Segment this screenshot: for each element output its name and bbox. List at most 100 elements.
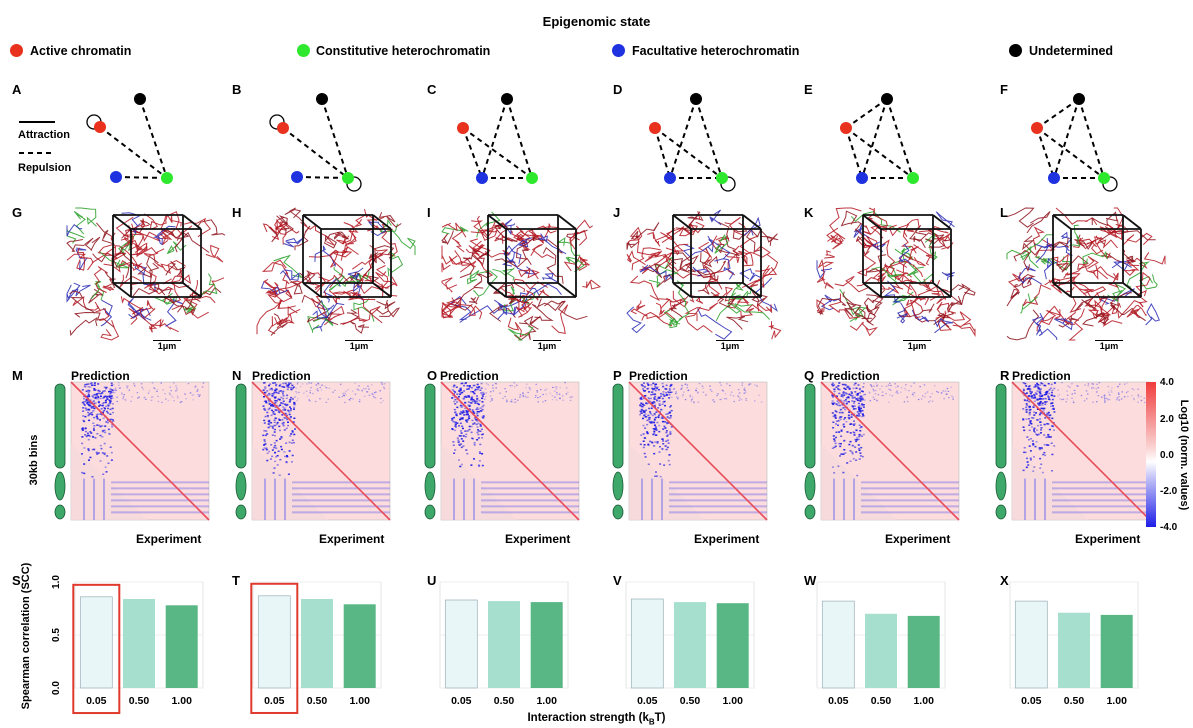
x-tick-label: 0.05 xyxy=(828,695,849,707)
heatmap-r-experiment-label: Experiment xyxy=(1075,532,1141,546)
network-key-lines xyxy=(19,121,55,154)
panel-letter-e: E xyxy=(804,82,813,97)
structure-panel-j xyxy=(626,209,782,340)
bar-x-axis-label: Interaction strength (kBT) xyxy=(0,712,1193,726)
network-f xyxy=(1031,93,1118,192)
panel-letter-q: Q xyxy=(804,368,815,383)
structure-panel-k xyxy=(816,207,976,338)
contact-maps xyxy=(54,381,1151,521)
heatmap-p xyxy=(612,381,768,521)
panel-letter-g: G xyxy=(12,205,23,220)
legend-undetermined: Undetermined xyxy=(1029,44,1114,58)
colorbar xyxy=(1146,382,1156,527)
panel-letter-s: S xyxy=(12,573,21,588)
bar xyxy=(343,604,376,688)
attraction-label: Attraction xyxy=(18,129,70,141)
bar xyxy=(488,601,520,688)
bar xyxy=(907,615,940,688)
x-tick-label: 1.00 xyxy=(1106,695,1127,707)
panel-letter-u: U xyxy=(427,573,437,588)
network-e xyxy=(840,93,919,184)
bar-chart-x: 0.05 0.50 1.00 xyxy=(1009,581,1139,707)
heatmap-n-experiment-label: Experiment xyxy=(319,532,385,546)
network-c xyxy=(457,93,538,184)
x-tick-label: 0.50 xyxy=(494,695,515,707)
bar xyxy=(821,600,855,689)
network-a xyxy=(86,93,173,184)
structure-panel-h xyxy=(256,207,416,336)
x-tick-label: 1.00 xyxy=(349,695,370,707)
x-tick-label: 0.50 xyxy=(1064,695,1085,707)
bar-x-axis-label-text: Interaction strength (k xyxy=(527,712,649,724)
x-tick-label: 1.00 xyxy=(722,695,743,707)
heatmap-o xyxy=(424,381,580,521)
panel-letter-x: X xyxy=(1000,573,1009,588)
heatmap-r xyxy=(995,381,1151,521)
bar xyxy=(1100,614,1133,688)
chromatin-structures xyxy=(66,207,1166,341)
constitutive-heterochromatin-legend-dot xyxy=(297,44,310,57)
colorbar-tick-0: 0.0 xyxy=(1160,450,1174,461)
heatmap-q-experiment-label: Experiment xyxy=(885,532,951,546)
x-tick-label: 1.00 xyxy=(171,695,192,707)
x-tick-label: 0.50 xyxy=(871,695,892,707)
panel-letter-p: P xyxy=(613,368,622,383)
x-tick-label: 1.00 xyxy=(536,695,557,707)
x-tick-label: 0.50 xyxy=(307,695,328,707)
legend-constitutive-heterochromatin: Constitutive heterochromatin xyxy=(316,44,491,58)
scale-bar-h: 1μm xyxy=(345,340,373,351)
structure-panel-g xyxy=(66,207,226,341)
bar-chart-s: 0.0 0.5 1.0 0.05 0.50 1.00 xyxy=(51,575,204,715)
bar xyxy=(1014,600,1048,689)
bar xyxy=(257,595,291,689)
bar-chart-t: 0.05 0.50 1.00 xyxy=(250,581,382,714)
x-tick-label: 0.50 xyxy=(680,695,701,707)
bar-x-axis-label-sub: B xyxy=(648,717,655,727)
panel-letter-d: D xyxy=(613,82,623,97)
panel-letter-j: J xyxy=(613,205,621,220)
bar xyxy=(301,599,333,688)
y-tick-label: 0.5 xyxy=(51,628,62,642)
scale-bar-g: 1μm xyxy=(153,340,181,351)
figure-title: Epigenomic state xyxy=(542,14,651,29)
panel-letter-t: T xyxy=(232,573,240,588)
heatmap-m xyxy=(54,381,210,521)
panel-letter-c: C xyxy=(427,82,437,97)
heatmap-m-prediction-label: Prediction xyxy=(71,369,130,383)
panel-letter-f: F xyxy=(1000,82,1008,97)
bar xyxy=(79,596,113,689)
heatmap-p-prediction-label: Prediction xyxy=(629,369,688,383)
legend-facultative-heterochromatin: Facultative heterochromatin xyxy=(632,44,800,58)
structure-panel-i xyxy=(441,211,602,341)
scale-bar-j: 1μm xyxy=(716,340,744,351)
legend-active-chromatin: Active chromatin xyxy=(30,44,132,58)
panel-letter-h: H xyxy=(232,205,242,220)
heatmap-o-prediction-label: Prediction xyxy=(440,369,499,383)
heatmap-q xyxy=(804,381,960,521)
bar-x-axis-label-tail: T) xyxy=(654,712,666,724)
repulsion-label: Repulsion xyxy=(18,162,72,174)
facultative-heterochromatin-legend-dot xyxy=(612,44,625,57)
x-tick-label: 0.05 xyxy=(86,695,107,707)
colorbar-tick-minus-4: -4.0 xyxy=(1160,522,1178,533)
x-tick-label: 1.00 xyxy=(913,695,934,707)
bar xyxy=(716,603,749,688)
highlight-box xyxy=(250,582,299,714)
bar xyxy=(444,599,478,689)
bar xyxy=(865,613,897,688)
colorbar-tick-4: 4.0 xyxy=(1160,377,1174,388)
heatmap-n xyxy=(235,381,391,521)
panel-letter-r: R xyxy=(1000,368,1010,383)
panel-letter-v: V xyxy=(613,573,622,588)
colorbar-tick-minus-2: -2.0 xyxy=(1160,486,1178,497)
scale-bar-i: 1μm xyxy=(533,340,561,351)
scale-bar-l: 1μm xyxy=(1095,340,1123,351)
active-chromatin-legend-dot xyxy=(10,44,23,57)
undetermined-legend-dot xyxy=(1009,44,1022,57)
heatmap-q-prediction-label: Prediction xyxy=(821,369,880,383)
panel-letter-k: K xyxy=(804,205,814,220)
heatmap-o-experiment-label: Experiment xyxy=(505,532,571,546)
y-tick-label: 1.0 xyxy=(51,575,62,589)
panel-letter-a: A xyxy=(12,82,22,97)
